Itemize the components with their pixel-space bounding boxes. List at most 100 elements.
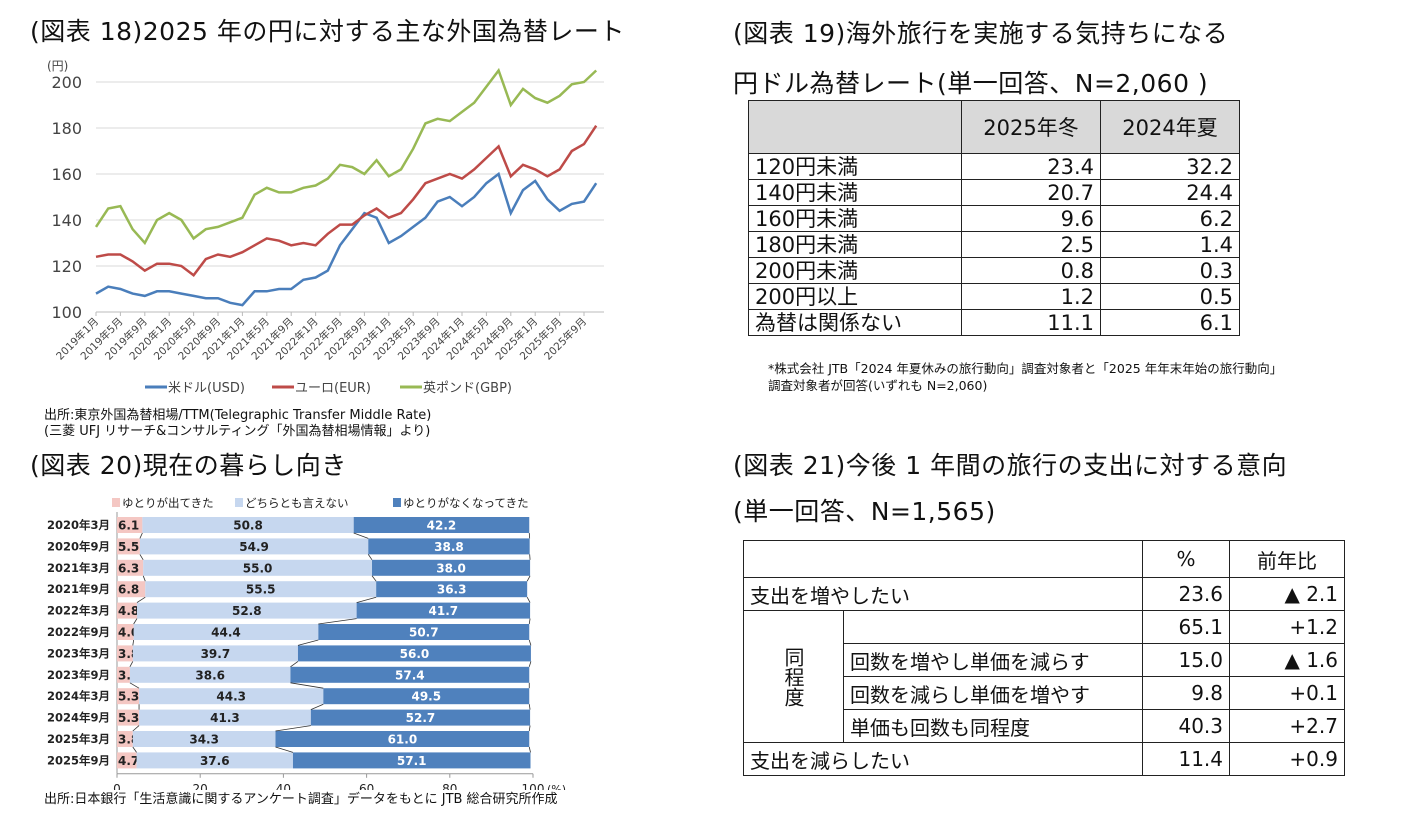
bar-segment [132, 731, 276, 747]
series-connector-line [367, 554, 373, 561]
fig18-source-1: 出所:東京外国為替相場/TTM(Telegraphic Transfer Mid… [44, 408, 432, 423]
x-tick-label: 20 [193, 782, 208, 790]
row-yoy: +2.7 [1229, 709, 1345, 743]
series-connector-line [133, 618, 138, 625]
bar-segment [136, 602, 357, 619]
bar-segment [117, 709, 140, 726]
fig18-title: (図表 18)2025 年の円に対する主な外国為替レート [30, 17, 625, 46]
data-label: 54.9 [239, 540, 269, 554]
bar-segment [117, 559, 144, 576]
data-label: 39.7 [201, 647, 231, 661]
same-group-label: 同程度 [743, 610, 844, 743]
series-line-0 [95, 171, 598, 307]
bar-segment [139, 709, 311, 726]
row-value: 1.4 [1100, 231, 1240, 258]
series-connector-line [132, 639, 135, 646]
x-axis-unit: (%) [547, 783, 566, 790]
row-value: 20.7 [961, 179, 1101, 206]
exchange-rate-line-chart: (円)1001201401601802002019年1月2019年5月2019年… [47, 59, 604, 396]
table-row: 支出を増やしたい 23.6 ▲ 2.1 [743, 577, 1345, 611]
legend-swatch [393, 498, 401, 507]
category-label: 2024年3月 [47, 689, 110, 703]
x-tick-label: 0 [113, 782, 121, 790]
data-label: 57.4 [395, 668, 425, 682]
bar-segment [117, 517, 143, 533]
header-yoy: 前年比 [1229, 540, 1345, 578]
series-connector-line [129, 661, 134, 667]
row-yoy: +0.9 [1229, 742, 1345, 776]
row-label: 160円未満 [748, 205, 962, 232]
series-connector-line [318, 618, 357, 625]
bar-segment [292, 752, 531, 769]
bar-segment [117, 731, 133, 747]
living-condition-stacked-bar-chart: ゆとりが出てきた どちらとも言えない ゆとりがなくなってきた 0 20 40 60 80 100… [47, 496, 566, 790]
category-label: 2020年9月 [47, 539, 110, 553]
series-connector-line [132, 725, 140, 732]
series-connector-line [528, 618, 531, 625]
fig19-title-2: 円ドル為替レート(単一回答、N=2,060 ) [733, 69, 1209, 98]
data-label: 55.5 [246, 583, 276, 597]
series-connector-line [310, 703, 324, 710]
x-tick-label: 80 [442, 782, 457, 790]
series-connector-line [526, 575, 531, 582]
bar-segment [275, 731, 530, 747]
table-row: 180円未満 2.5 1.4 [748, 231, 1240, 258]
data-label: 5.3 [118, 711, 139, 725]
bar-segment [117, 538, 140, 555]
bar-segment [117, 624, 134, 640]
series-connector-line [139, 532, 143, 539]
series-connector-line [290, 682, 324, 689]
data-label: 4.7 [118, 754, 139, 768]
series-connector-line [528, 639, 532, 646]
row-value: 0.5 [1100, 283, 1240, 310]
data-label: 41.3 [210, 711, 240, 725]
data-label: 37.6 [200, 754, 230, 768]
series-connector-line [132, 746, 137, 753]
bar-segment [132, 645, 298, 662]
data-label: 49.5 [411, 690, 441, 704]
fig20-source: 出所:日本銀行「生活意識に関するアンケート調査」データをもとに JTB 総合研究… [44, 792, 558, 807]
data-label: 6.8 [118, 583, 139, 597]
fig19-title-1: (図表 19)海外旅行を実施する気持ちになる [733, 19, 1229, 48]
row-label: 200円以上 [748, 283, 962, 310]
data-label: 55.0 [243, 561, 273, 575]
row-value: 9.6 [961, 205, 1101, 232]
data-label: 4.8 [118, 604, 139, 618]
x-tick-label: 40 [276, 782, 291, 790]
row-yoy: ▲ 1.6 [1229, 643, 1345, 677]
fig18-source-2: (三菱 UFJ リサーチ&コンサルティング「外国為替相場情報」より) [44, 424, 431, 439]
legend-swatch [235, 498, 243, 507]
data-label: 38.8 [434, 540, 464, 554]
fig19-note-2: 調査対象者が回答(いずれも N=2,060) [768, 378, 988, 393]
bar-segment [368, 538, 530, 555]
table-row: 同程度 65.1 +1.2 [743, 610, 1345, 743]
series-connector-line [275, 725, 311, 732]
series-connector-line [297, 639, 319, 646]
bar-segment [143, 559, 373, 576]
y-tick-label: 120 [51, 257, 82, 276]
row-label: 支出を増やしたい [743, 577, 1143, 611]
data-label: 57.1 [397, 754, 427, 768]
bar-segment [297, 645, 531, 662]
header-2024-summer: 2024年夏 [1100, 100, 1240, 154]
bar-segment [117, 645, 133, 662]
legend-label: どちらとも言えない [245, 496, 349, 510]
row-pct: 11.4 [1142, 742, 1230, 776]
row-label: 180円未満 [748, 231, 962, 258]
series-connector-line [142, 575, 146, 582]
data-label: 34.3 [189, 733, 219, 747]
row-yoy: +1.2 [1229, 610, 1345, 644]
data-label: 56.0 [400, 647, 430, 661]
series-connector-line [275, 746, 294, 753]
category-label: 2025年9月 [47, 753, 110, 767]
bar-segment [372, 559, 531, 576]
row-label: 為替は関係ない [748, 309, 962, 336]
table-row: 200円以上 1.2 0.5 [748, 283, 1240, 310]
series-connector-line [528, 725, 531, 732]
row-label: 回数を減らし単価を増やす [843, 676, 1143, 710]
bar-segment [117, 752, 137, 769]
fig21-title-2: (単一回答、N=1,565) [733, 497, 996, 526]
header-2025-winter: 2025年冬 [961, 100, 1101, 154]
series-connector-line [290, 661, 299, 668]
row-value: 6.2 [1100, 205, 1240, 232]
